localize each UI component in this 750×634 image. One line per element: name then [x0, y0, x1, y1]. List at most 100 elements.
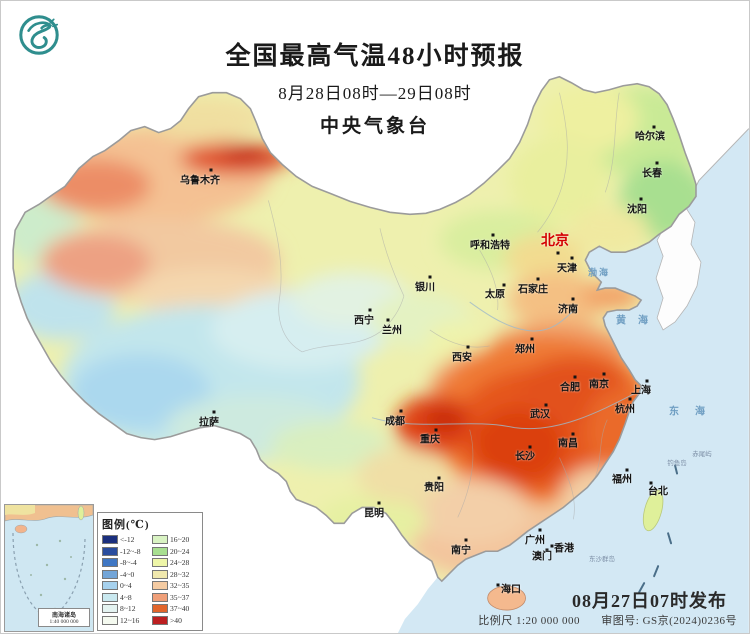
city-label: 西安	[452, 352, 472, 364]
city-label: 合肥	[560, 382, 580, 394]
city-marker-dot	[645, 379, 649, 383]
city-marker-dot	[437, 476, 441, 480]
city-label: 西宁	[354, 315, 374, 327]
city-marker-dot	[625, 468, 629, 472]
meteorological-dragon-logo	[13, 9, 65, 61]
island-label: 钓鱼岛	[667, 460, 687, 467]
city-marker-dot	[386, 318, 390, 322]
city-marker-dot	[570, 256, 574, 260]
legend-item: 16~20	[152, 534, 198, 546]
legend-swatch	[102, 592, 118, 602]
province-boundaries	[268, 92, 620, 520]
city-label: 贵阳	[424, 482, 444, 494]
city-marker-dot	[536, 277, 540, 281]
legend-label: 8~12	[120, 604, 136, 614]
city-marker-dot	[428, 275, 432, 279]
legend-label: 24~28	[170, 558, 190, 568]
city-label: 呼和浩特	[470, 240, 510, 252]
hainan-island	[487, 585, 526, 611]
legend-item: -8~-4	[102, 557, 148, 569]
city-label: 天津	[557, 263, 577, 275]
south-china-sea-inset: 南海诸岛 1:40 000 000	[4, 504, 94, 632]
inset-title: 南海诸岛	[51, 613, 76, 619]
legend-label: 16~20	[170, 535, 190, 545]
legend-swatch	[102, 615, 118, 625]
legend-label: 28~32	[170, 569, 190, 579]
island-label: 赤尾屿	[692, 451, 712, 458]
legend-swatch	[152, 604, 168, 614]
map-credits: 比例尺 1:20 000 000 审图号: GS京(2024)0236号	[460, 612, 737, 628]
city-marker-dot	[652, 125, 656, 129]
inset-scale: 1:40 000 000	[49, 619, 79, 625]
city-marker-dot	[212, 410, 216, 414]
legend-label: -12~-8	[120, 546, 141, 556]
legend-item: -4~0	[102, 569, 148, 581]
legend-label: 4~8	[120, 592, 132, 602]
city-label: 香港	[554, 543, 574, 555]
legend-swatch	[152, 581, 168, 591]
city-label: 南宁	[451, 545, 471, 557]
city-marker-dot	[545, 548, 549, 552]
city-marker-dot	[502, 283, 506, 287]
forecast-period: 8月28日08时—29日08时	[278, 84, 472, 104]
city-label: 太原	[485, 289, 505, 301]
city-label: 北京	[541, 234, 569, 249]
nine-dash-line	[638, 464, 679, 594]
legend-swatch	[102, 546, 118, 556]
city-marker-dot	[491, 233, 495, 237]
city-label: 济南	[558, 304, 578, 316]
city-marker-dot	[571, 297, 575, 301]
legend-item: <-12	[102, 534, 148, 546]
legend-swatch	[152, 546, 168, 556]
legend-swatch	[102, 581, 118, 591]
city-marker-dot	[434, 428, 438, 432]
legend-item: 32~35	[152, 580, 198, 592]
agency-name: 中央气象台	[319, 116, 430, 138]
city-label: 郑州	[515, 344, 535, 356]
city-marker-dot	[544, 403, 548, 407]
legend-swatch	[102, 569, 118, 579]
legend-item: -12~-8	[102, 546, 148, 558]
legend-item: 4~8	[102, 592, 148, 604]
city-label: 海口	[501, 584, 521, 596]
city-marker-dot	[655, 161, 659, 165]
city-marker-dot	[496, 583, 500, 587]
island-label: 东沙群岛	[589, 556, 615, 563]
legend-label: 35~37	[170, 592, 190, 602]
city-marker-dot	[571, 432, 575, 436]
city-marker-dot	[649, 481, 653, 485]
city-label: 哈尔滨	[635, 131, 665, 143]
legend-swatch	[152, 615, 168, 625]
city-label: 福州	[612, 474, 632, 486]
city-label: 南京	[589, 379, 609, 391]
approval-number: 审图号: GS京(2024)0236号	[601, 615, 737, 627]
legend-label: 32~35	[170, 581, 190, 591]
city-label: 上海	[631, 385, 651, 397]
city-label: 南昌	[558, 438, 578, 450]
city-marker-dot	[528, 445, 532, 449]
map-scale: 比例尺 1:20 000 000	[478, 615, 581, 627]
city-label: 杭州	[615, 404, 635, 416]
city-marker-dot	[556, 251, 560, 255]
city-label: 长沙	[515, 451, 535, 463]
city-label: 昆明	[364, 508, 384, 520]
legend-label: 20~24	[170, 546, 190, 556]
legend-label: -4~0	[120, 569, 135, 579]
legend-item: 24~28	[152, 557, 198, 569]
city-label: 长春	[642, 168, 662, 180]
legend-item: 12~16	[102, 615, 148, 627]
city-marker-dot	[628, 397, 632, 401]
city-label: 拉萨	[199, 417, 219, 429]
inset-label-box: 南海诸岛 1:40 000 000	[38, 608, 90, 627]
rivers	[371, 301, 637, 430]
city-label: 澳门	[532, 551, 552, 563]
map-title-block: 全国最高气温48小时预报 8月28日08时—29日08时 中央气象台	[165, 41, 585, 138]
legend-item: 37~40	[152, 603, 198, 615]
city-label: 广州	[525, 535, 545, 547]
legend-swatch	[152, 592, 168, 602]
city-marker-dot	[466, 345, 470, 349]
sea-label: 渤海	[587, 267, 611, 278]
legend-item: 20~24	[152, 546, 198, 558]
city-marker-dot	[399, 409, 403, 413]
legend-item: 28~32	[152, 569, 198, 581]
